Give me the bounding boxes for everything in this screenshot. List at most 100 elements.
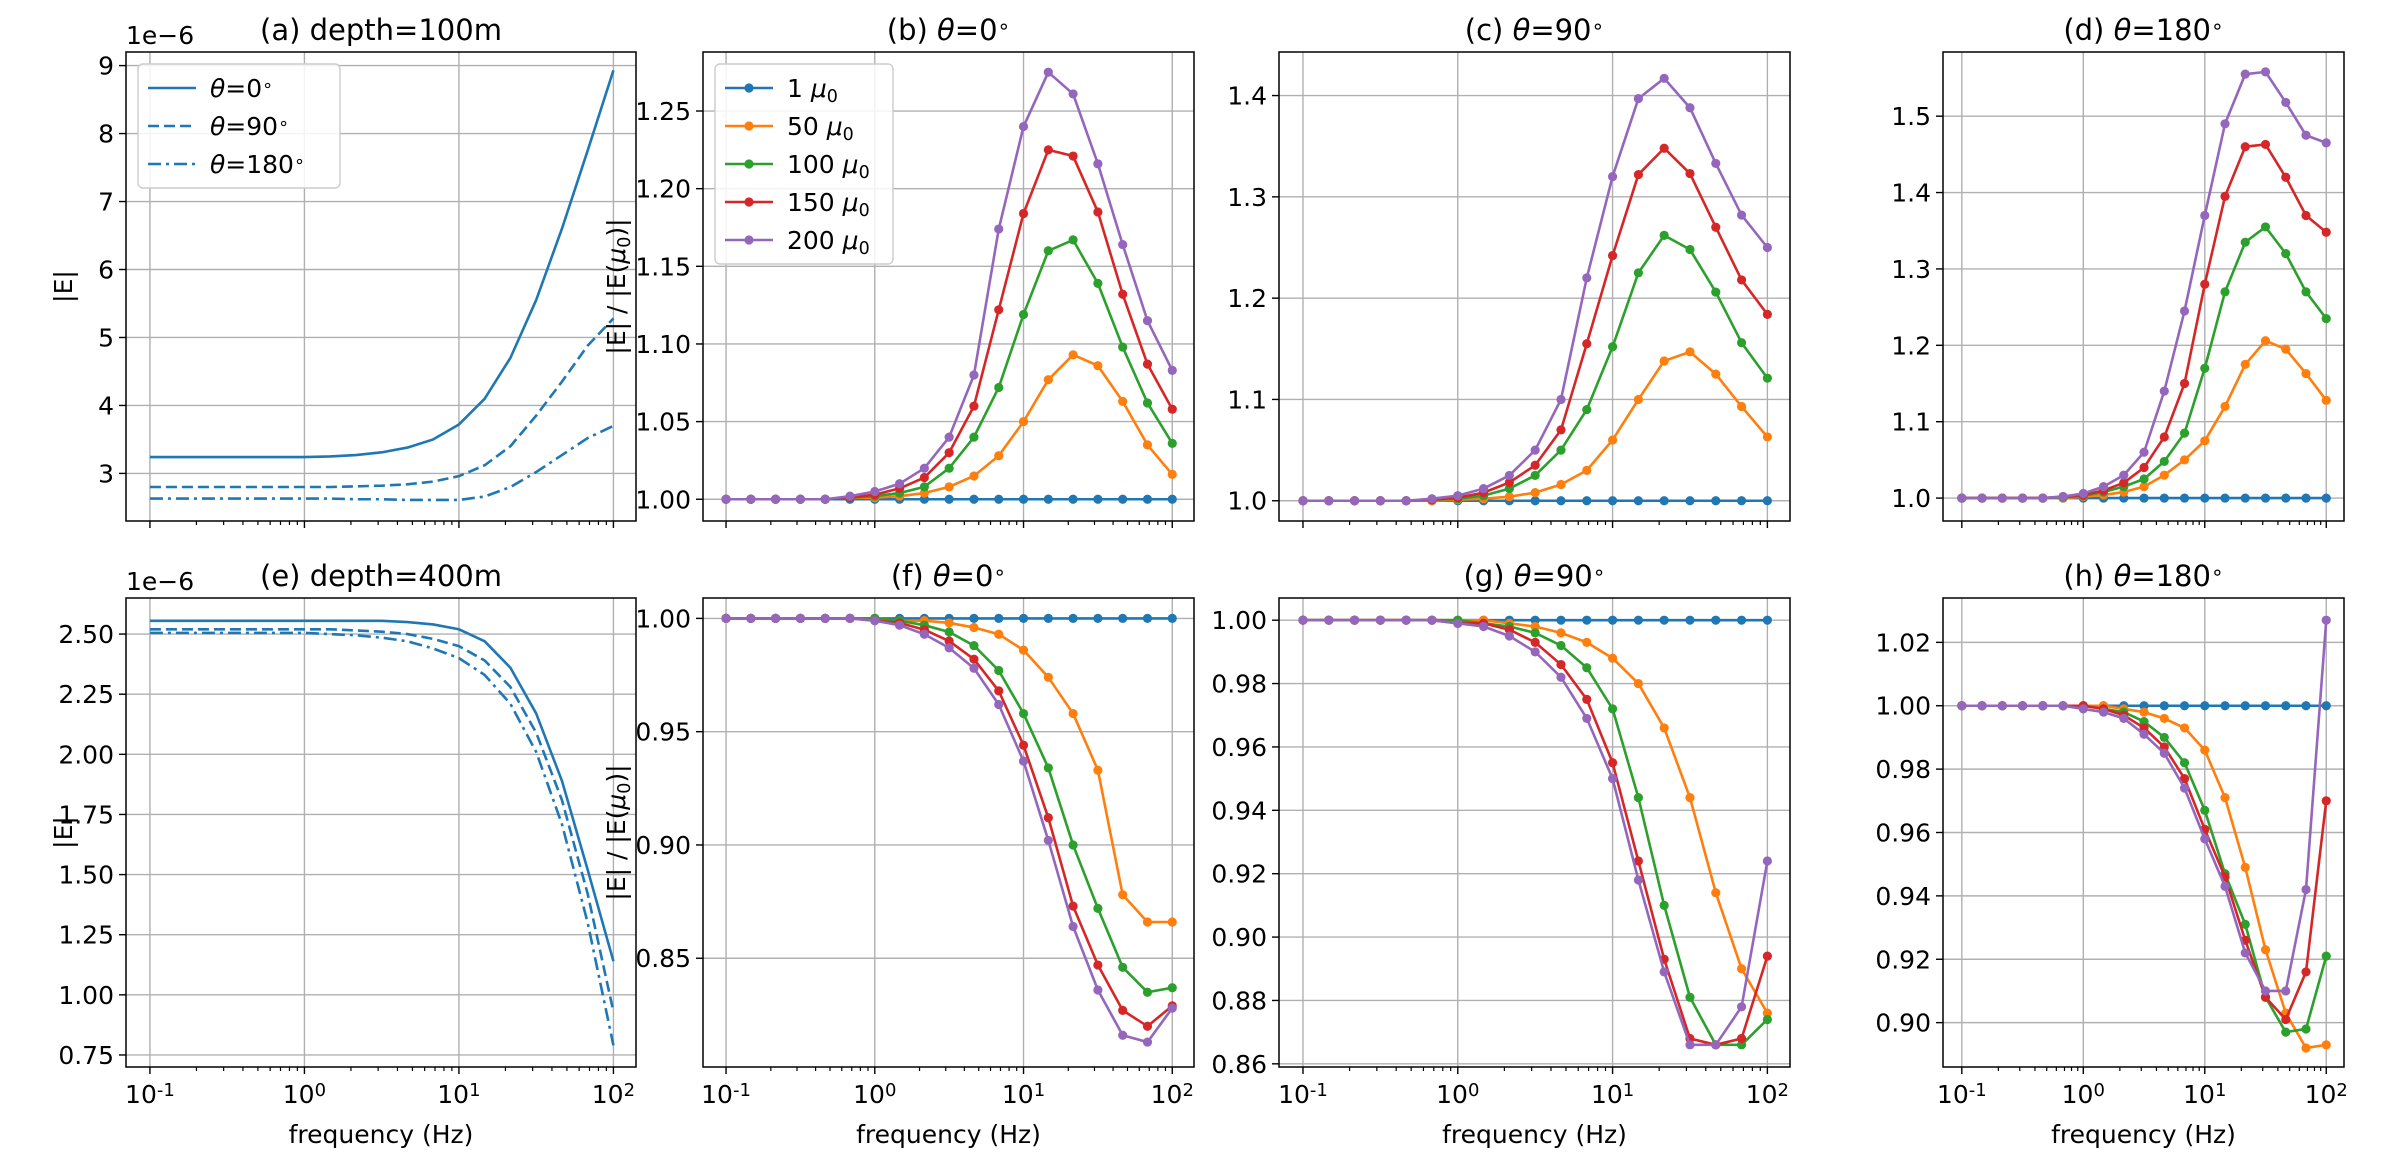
data-point — [2240, 493, 2250, 503]
series-line — [1961, 620, 2328, 993]
y-tick-label: 2.50 — [58, 620, 114, 649]
subplot-title: (h) θ=180∘ — [2063, 559, 2223, 593]
data-point — [1298, 496, 1308, 506]
y-tick-label: 1.0 — [1891, 484, 1931, 513]
data-point — [1582, 339, 1592, 349]
data-point — [1633, 875, 1643, 885]
legend-frame — [137, 63, 341, 189]
series-line — [1961, 704, 2328, 1034]
data-point — [2200, 210, 2210, 221]
data-point — [1530, 488, 1540, 498]
data-point — [1068, 151, 1078, 161]
data-point — [2260, 992, 2271, 1002]
data-point — [1167, 404, 1177, 414]
data-point — [2301, 967, 2311, 977]
data-point — [1762, 615, 1772, 625]
data-point — [1093, 765, 1103, 775]
data-point — [1068, 921, 1078, 932]
data-point — [2260, 945, 2271, 955]
subplot-e: 10-1 100 101 102 0.75 1.00 1.25 1.50 1.75 2.00 2.2… — [49, 559, 637, 1149]
data-point — [944, 463, 954, 473]
data-point — [1736, 338, 1747, 348]
data-point — [1659, 615, 1669, 625]
data-point — [2281, 97, 2291, 108]
y-axis-label: |E| / |E(μ0)| — [602, 764, 635, 900]
y-tick-label: 1.25 — [635, 97, 691, 126]
series-line — [149, 627, 615, 1012]
data-point — [919, 472, 929, 483]
data-point — [994, 629, 1004, 639]
data-point — [1607, 171, 1618, 182]
data-point — [1068, 89, 1078, 99]
data-point — [2078, 704, 2088, 714]
data-point — [2240, 142, 2250, 152]
data-point — [2240, 919, 2250, 929]
x-tick-label: 102 — [592, 1080, 635, 1109]
subplot-title: (d) θ=180∘ — [2063, 13, 2223, 47]
data-point — [1167, 438, 1177, 448]
data-point — [1582, 663, 1592, 673]
plot-area — [149, 69, 615, 502]
data-point — [969, 370, 979, 380]
data-point — [1997, 701, 2007, 711]
data-point — [2321, 138, 2331, 148]
x-tick-label: 100 — [2062, 1080, 2105, 1109]
legend-marker — [744, 197, 754, 207]
data-point — [2200, 805, 2210, 815]
data-point — [1068, 901, 1078, 911]
series-line — [726, 353, 1174, 501]
data-point — [944, 643, 954, 653]
data-point — [1018, 756, 1029, 766]
data-point — [2281, 1027, 2291, 1037]
data-point — [1043, 613, 1053, 623]
data-point — [2017, 493, 2028, 503]
data-point — [1556, 659, 1566, 670]
data-point — [994, 494, 1004, 504]
data-point — [1556, 640, 1566, 651]
data-point — [870, 616, 880, 626]
data-point — [2240, 948, 2250, 958]
data-point — [1018, 740, 1029, 750]
data-point — [1068, 350, 1078, 360]
data-point — [1607, 435, 1618, 445]
data-point — [1582, 404, 1592, 415]
data-point — [2281, 172, 2291, 182]
data-point — [944, 494, 954, 504]
data-point — [1556, 425, 1566, 435]
data-point — [1530, 460, 1540, 470]
y-tick-label: 2.25 — [58, 680, 114, 709]
data-point — [2200, 701, 2210, 711]
data-point — [2179, 774, 2190, 784]
data-point — [746, 613, 756, 623]
data-point — [1582, 273, 1592, 283]
data-point — [1018, 208, 1029, 219]
data-point — [2321, 313, 2331, 324]
data-point — [1118, 1005, 1128, 1015]
data-point — [1607, 251, 1618, 261]
data-point — [2159, 748, 2169, 758]
y-tick-label: 1.4 — [1891, 179, 1931, 208]
data-point — [2179, 428, 2190, 438]
y-tick-label: 1.15 — [635, 252, 691, 281]
subplot-title: (c) θ=90∘ — [1465, 13, 1604, 47]
data-point — [1685, 615, 1695, 625]
data-point — [1043, 835, 1053, 846]
data-point — [1582, 637, 1592, 647]
data-point — [2281, 701, 2291, 711]
data-point — [1556, 445, 1566, 455]
data-point — [2321, 796, 2331, 806]
axes-frame — [1278, 51, 1791, 522]
y-tick-label: 0.95 — [635, 718, 691, 747]
x-tick-label: 100 — [283, 1080, 326, 1109]
plot-area — [721, 613, 1177, 1047]
y-axis-label: |E| — [49, 816, 78, 849]
data-point — [1685, 244, 1695, 255]
data-point — [1711, 158, 1721, 169]
data-point — [1977, 701, 1987, 711]
data-point — [2281, 344, 2291, 354]
data-point — [1504, 477, 1514, 488]
series-line — [726, 617, 1173, 924]
y-axis-label: |E| / |E(μ0)| — [602, 218, 635, 354]
data-point — [1068, 494, 1078, 504]
